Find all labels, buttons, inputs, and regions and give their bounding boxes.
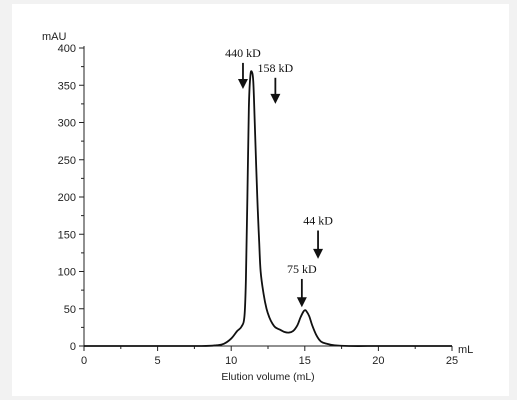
x-tick-label: 5 xyxy=(155,355,161,367)
x-ticks: 0 5 10 15 20 25 xyxy=(81,346,458,367)
y-tick-label: 150 xyxy=(58,229,76,241)
marker-arrow-head xyxy=(237,78,248,89)
y-tick-label: 50 xyxy=(64,304,76,316)
y-ticks: 0 50 100 150 200 250 300 350 400 xyxy=(58,43,84,353)
x-tick-label: 0 xyxy=(81,355,87,367)
x-tick-label: 15 xyxy=(299,355,311,367)
axes xyxy=(83,46,452,347)
marker-label: 158 kD xyxy=(258,61,294,75)
marker-arrow-head xyxy=(313,248,324,259)
y-tick-label: 0 xyxy=(70,341,76,353)
marker-label: 44 kD xyxy=(303,214,333,228)
y-unit-label: mAU xyxy=(42,31,67,43)
x-unit-label: mL xyxy=(458,344,473,356)
marker-arrow-head xyxy=(296,297,307,308)
x-tick-label: 10 xyxy=(225,355,237,367)
marker-label: 75 kD xyxy=(287,262,317,276)
x-tick-label: 20 xyxy=(372,355,384,367)
y-tick-label: 300 xyxy=(58,118,76,130)
y-tick-label: 100 xyxy=(58,267,76,279)
marker-label: 440 kD xyxy=(225,46,261,60)
x-axis-title: Elution volume (mL) xyxy=(221,371,314,383)
marker-arrow-head xyxy=(270,93,281,104)
y-tick-label: 400 xyxy=(58,43,76,55)
y-tick-label: 350 xyxy=(58,80,76,92)
y-tick-label: 200 xyxy=(58,192,76,204)
chart-frame: 0 50 100 150 200 250 300 350 400 0 5 10 15 20 25 mAU … xyxy=(12,4,509,396)
y-tick-label: 250 xyxy=(58,155,76,167)
elution-trace-line xyxy=(83,70,452,347)
x-tick-label: 25 xyxy=(446,355,458,367)
